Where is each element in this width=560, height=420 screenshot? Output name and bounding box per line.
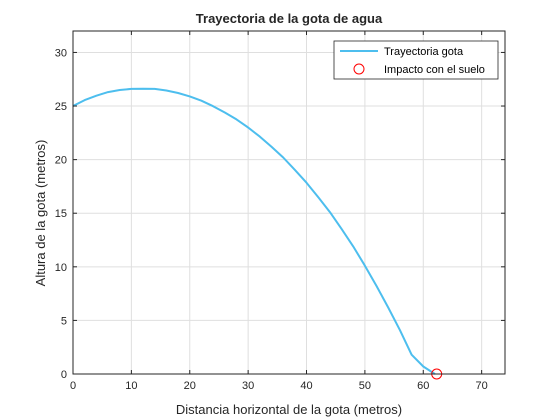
axes-box [72,30,506,375]
legend-entry-impact: Impacto con el suelo [384,64,485,76]
y-tick-label: 15 [55,208,67,220]
chart-title: Trayectoria de la gota de agua [196,11,383,26]
y-axis-ticks: 0 5 10 15 20 25 30 [55,47,505,381]
legend: Trayectoria gota Impacto con el suelo [333,40,499,80]
y-tick-label: 20 [55,155,67,167]
x-tick-label: 0 [70,380,76,392]
x-tick-label: 70 [476,380,488,392]
plot-area [73,31,505,374]
y-tick-label: 30 [55,47,67,59]
x-tick-label: 50 [359,380,371,392]
x-tick-label: 20 [184,380,196,392]
x-tick-label: 60 [417,380,429,392]
legend-marker-swatch [353,63,365,75]
x-tick-label: 10 [125,380,137,392]
legend-box [333,40,499,80]
y-tick-label: 10 [55,262,67,274]
legend-entry-trajectory: Trayectoria gota [384,46,464,58]
x-tick-label: 30 [242,380,254,392]
y-tick-label: 5 [61,315,67,327]
y-tick-label: 25 [55,101,67,113]
x-axis-label: Distancia horizontal de la gota (metros) [176,402,402,417]
y-tick-label: 0 [61,369,67,381]
x-tick-label: 40 [300,380,312,392]
y-axis-label: Altura de la gota (metros) [33,140,48,287]
series-line-trajectory [72,87,436,375]
x-axis-ticks: 0 10 20 30 40 50 60 70 [70,31,488,392]
